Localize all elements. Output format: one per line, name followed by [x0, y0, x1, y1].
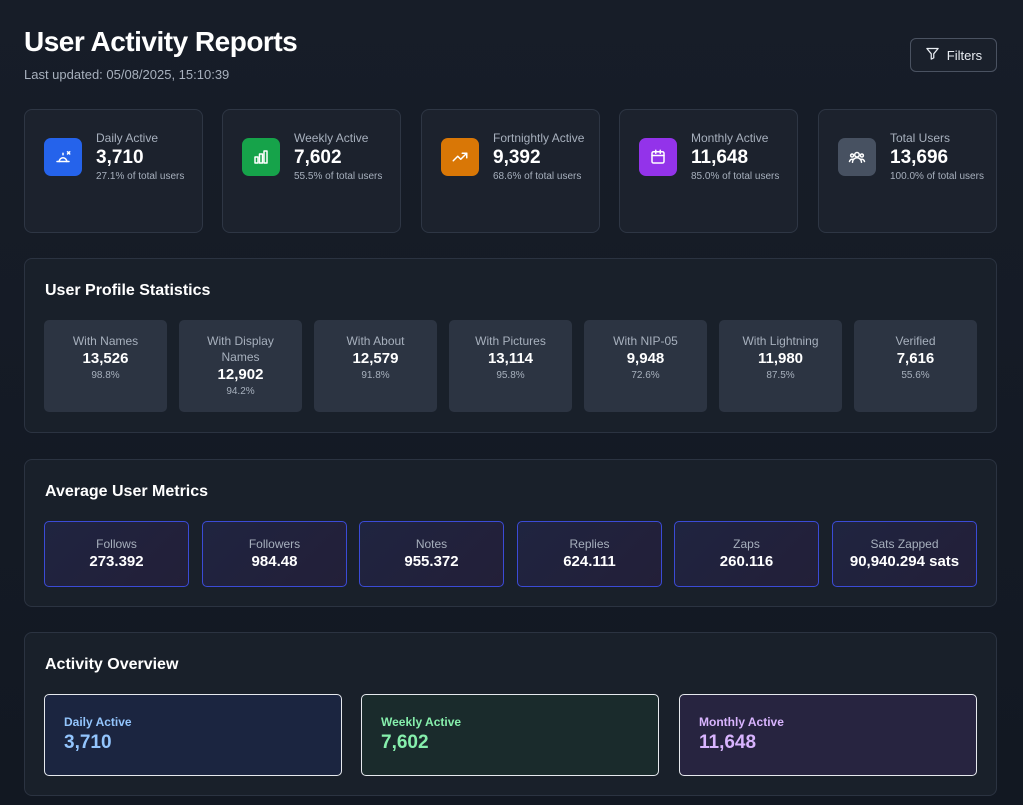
profile-label: Verified: [895, 334, 936, 348]
activity-value: 11,648: [699, 732, 757, 753]
activity-value: 3,710: [64, 732, 112, 753]
filters-button[interactable]: Filters: [910, 38, 997, 72]
activity-overview-panel: Activity Overview Daily Active 3,710 Wee…: [24, 632, 997, 796]
bar-chart-icon: [242, 138, 280, 176]
stat-label: Fortnightly Active: [493, 131, 585, 145]
stat-label: Monthly Active: [691, 131, 769, 145]
profile-label: With Pictures: [475, 334, 546, 348]
stat-card-daily-active: Daily Active 3,710 27.1% of total users: [24, 109, 203, 233]
activity-label: Daily Active: [64, 715, 132, 729]
profile-tile-names: With Names 13,526 98.8%: [44, 320, 167, 412]
metric-tile-sats-zapped: Sats Zapped 90,940.294 sats: [832, 521, 977, 587]
activity-tile-weekly: Weekly Active 7,602: [361, 694, 659, 776]
panel-title: User Profile Statistics: [45, 282, 211, 299]
profile-percent: 94.2%: [226, 386, 255, 397]
profile-statistics-panel: User Profile Statistics With Names 13,52…: [24, 258, 997, 433]
stat-label: Total Users: [890, 131, 951, 145]
stat-value: 13,696: [890, 147, 949, 168]
filter-icon: [925, 46, 940, 64]
stat-card-fortnightly-active: Fortnightly Active 9,392 68.6% of total …: [421, 109, 600, 233]
profile-value: 9,948: [626, 350, 665, 367]
profile-value: 12,579: [352, 350, 399, 367]
metric-tile-followers: Followers 984.48: [202, 521, 347, 587]
profile-label: With Display Names: [207, 334, 274, 364]
page-header: User Activity Reports Last updated: 05/0…: [24, 0, 997, 108]
page-title: User Activity Reports: [24, 26, 298, 57]
profile-tile-lightning: With Lightning 11,980 87.5%: [719, 320, 842, 412]
last-updated-text: Last updated: 05/08/2025, 15:10:39: [24, 67, 230, 82]
profile-percent: 87.5%: [766, 370, 795, 381]
metric-label: Follows: [96, 537, 137, 551]
metric-value: 260.116: [719, 553, 774, 570]
activity-tile-daily: Daily Active 3,710: [44, 694, 342, 776]
profile-value: 12,902: [217, 366, 264, 383]
profile-tile-nip05: With NIP-05 9,948 72.6%: [584, 320, 707, 412]
calendar-icon: [639, 138, 677, 176]
profile-percent: 72.6%: [631, 370, 660, 381]
reports-page: User Activity Reports Last updated: 05/0…: [24, 0, 997, 796]
activity-value: 7,602: [381, 732, 429, 753]
stat-sub: 27.1% of total users: [96, 171, 185, 182]
profile-tile-pictures: With Pictures 13,114 95.8%: [449, 320, 572, 412]
stat-card-monthly-active: Monthly Active 11,648 85.0% of total use…: [619, 109, 798, 233]
stat-label: Daily Active: [96, 131, 159, 145]
stat-value: 3,710: [96, 147, 144, 168]
stat-label: Weekly Active: [294, 131, 369, 145]
stat-value: 11,648: [691, 147, 749, 168]
metric-label: Notes: [415, 537, 448, 551]
activity-tile-monthly: Monthly Active 11,648: [679, 694, 977, 776]
profile-value: 11,980: [757, 350, 804, 367]
metric-tile-notes: Notes 955.372: [359, 521, 504, 587]
filters-label: Filters: [946, 47, 983, 63]
profile-percent: 55.6%: [901, 370, 930, 381]
metric-tile-replies: Replies 624.111: [517, 521, 662, 587]
profile-tile-display-names: With Display Names 12,902 94.2%: [179, 320, 302, 412]
users-icon: [838, 138, 876, 176]
metric-value: 273.392: [89, 553, 144, 570]
stat-card-total-users: Total Users 13,696 100.0% of total users: [818, 109, 997, 233]
stat-card-weekly-active: Weekly Active 7,602 55.5% of total users: [222, 109, 401, 233]
profile-percent: 91.8%: [361, 370, 390, 381]
metric-value: 984.48: [251, 553, 298, 570]
metric-tile-follows: Follows 273.392: [44, 521, 189, 587]
stat-sub: 68.6% of total users: [493, 171, 582, 182]
profile-value: 7,616: [896, 350, 935, 367]
sun-moon-icon: [44, 138, 82, 176]
profile-label: With NIP-05: [613, 334, 678, 348]
profile-tile-about: With About 12,579 91.8%: [314, 320, 437, 412]
average-metrics-panel: Average User Metrics Follows 273.392 Fol…: [24, 459, 997, 607]
summary-stats: Daily Active 3,710 27.1% of total users …: [24, 109, 997, 233]
stat-sub: 55.5% of total users: [294, 171, 383, 182]
metric-value: 90,940.294 sats: [849, 553, 960, 570]
profile-tile-verified: Verified 7,616 55.6%: [854, 320, 977, 412]
panel-title: Average User Metrics: [45, 483, 209, 500]
metric-label: Sats Zapped: [870, 537, 939, 551]
profile-label: With Lightning: [742, 334, 819, 348]
profile-percent: 98.8%: [91, 370, 120, 381]
panel-title: Activity Overview: [45, 656, 179, 673]
metric-value: 624.111: [563, 553, 616, 570]
profile-label: With Names: [72, 334, 139, 348]
stat-sub: 85.0% of total users: [691, 171, 780, 182]
activity-label: Weekly Active: [381, 715, 462, 729]
profile-percent: 95.8%: [496, 370, 525, 381]
profile-value: 13,114: [487, 350, 534, 367]
metric-tile-zaps: Zaps 260.116: [674, 521, 819, 587]
stat-value: 9,392: [493, 147, 541, 168]
profile-value: 13,526: [82, 350, 129, 367]
metric-label: Followers: [248, 537, 301, 551]
profile-label: With About: [346, 334, 405, 348]
metric-value: 955.372: [404, 553, 459, 570]
stat-value: 7,602: [294, 147, 342, 168]
activity-label: Monthly Active: [699, 715, 784, 729]
metric-label: Zaps: [733, 537, 760, 551]
trending-up-icon: [441, 138, 479, 176]
metric-label: Replies: [569, 537, 610, 551]
stat-sub: 100.0% of total users: [890, 171, 984, 182]
